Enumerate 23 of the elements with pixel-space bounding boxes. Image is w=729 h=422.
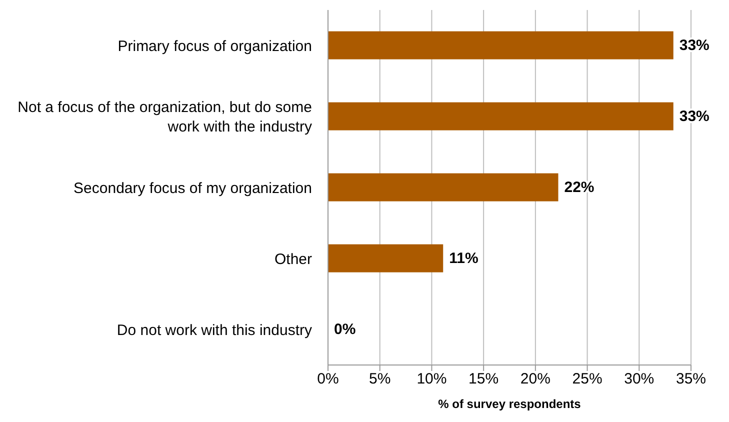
x-tick-label: 35% — [676, 370, 706, 388]
y-tick-label: Other — [274, 250, 312, 268]
y-tick-label: Do not work with this industry — [116, 322, 312, 339]
x-tick-label: 10% — [416, 370, 447, 388]
bar — [328, 244, 444, 272]
bar — [328, 102, 674, 130]
data-label: 11% — [449, 250, 478, 267]
x-tick-label: 15% — [468, 370, 499, 388]
data-label: 22% — [564, 178, 594, 196]
bar — [328, 31, 674, 60]
data-label: 33% — [679, 108, 710, 125]
x-axis-title: % of survey respondents — [438, 397, 582, 411]
y-tick-label: Secondary focus of my organization — [74, 180, 312, 197]
x-tick-label: 5% — [369, 370, 391, 388]
x-tick-label: 0% — [317, 370, 339, 388]
data-label: 33% — [679, 36, 710, 54]
data-label: 0% — [334, 320, 356, 338]
x-tick-label: 20% — [520, 370, 550, 388]
x-tick-label: 30% — [624, 370, 654, 388]
x-tick-label: 25% — [572, 370, 602, 388]
bar — [328, 173, 558, 202]
y-tick-label: Primary focus of organization — [118, 38, 312, 55]
y-tick-label: Not a focus of the organization, but do some work with the industry — [18, 99, 312, 136]
